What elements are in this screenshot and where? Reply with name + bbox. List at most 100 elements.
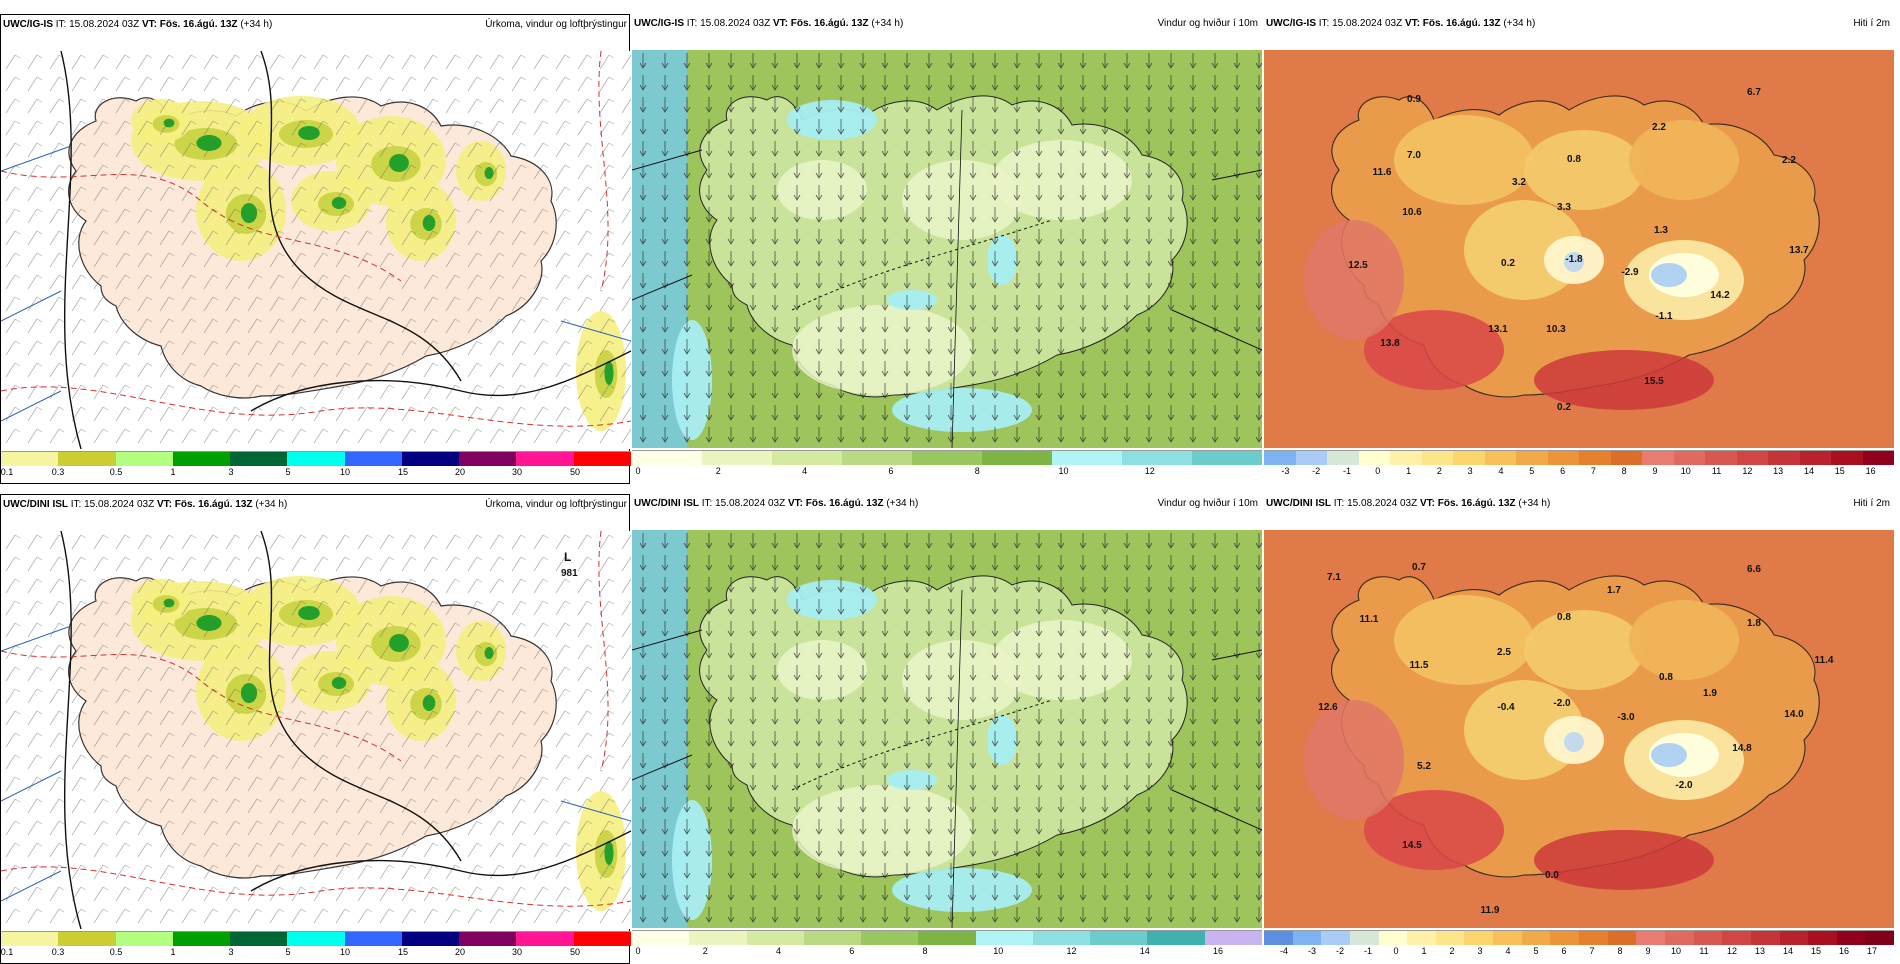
- colorbar-segment: [1862, 451, 1894, 465]
- colorbar-segment: [1831, 451, 1863, 465]
- lead-time: (+34 h): [883, 498, 919, 509]
- colorbar-segment: [1607, 931, 1637, 945]
- colorbar-segment: [1736, 451, 1768, 465]
- colorbar-tick-label: 1: [1421, 946, 1427, 956]
- temperature-value: 7.1: [1327, 572, 1341, 583]
- init-time: IT: 15.08.2024 03Z: [684, 18, 773, 29]
- colorbar-tick-label: 0.3: [51, 467, 65, 477]
- temperature-value: 0.2: [1501, 258, 1515, 269]
- colorbar-tick-label: 5: [1529, 466, 1535, 476]
- colorbar-segment: [772, 451, 842, 465]
- colorbar-tick-label: 10: [1058, 466, 1069, 476]
- colorbar-segment: [230, 932, 288, 946]
- precip-panel-top: UWC/IG-IS IT: 15.08.2024 03Z VT: Fös. 16…: [0, 14, 631, 484]
- map-temp: 0.9 6.7 7.0 2.2 0.8 2.2 11.6 3.2 10.6 3.3 1.3 13.7 1…: [1264, 50, 1894, 448]
- colorbar-segment: [287, 452, 345, 466]
- colorbar-tick-label: 10: [339, 947, 351, 957]
- colorbar-segment: [1521, 931, 1551, 945]
- valid-time: VT: Fös. 16.ágú. 13Z: [1404, 18, 1501, 29]
- colorbar-segment: [1664, 931, 1694, 945]
- temp-panel-bottom: UWC/DINI ISL IT: 15.08.2024 03Z VT: Fös.…: [1264, 494, 1895, 964]
- colorbar-segment: [1407, 931, 1436, 945]
- model-name: UWC/IG-IS: [1266, 18, 1316, 29]
- colorbar-segment: [516, 932, 574, 946]
- colorbar-segment: [975, 931, 1033, 945]
- colorbar: [1, 931, 631, 946]
- colorbar-tick-label: 5: [285, 467, 291, 477]
- colorbar-tick-label: 8: [1621, 466, 1627, 476]
- map-wind: [632, 530, 1262, 928]
- colorbar: [1, 451, 631, 466]
- panel-title: Hiti í 2m: [1853, 498, 1890, 509]
- colorbar-segment: [1264, 451, 1296, 465]
- colorbar-tick-label: 15: [397, 467, 409, 477]
- temperature-value: 13.8: [1380, 338, 1400, 349]
- colorbar-tick-label: 0: [635, 946, 641, 956]
- colorbar-tick-label: 13: [1754, 946, 1766, 956]
- low-pressure-marker: L: [564, 550, 571, 564]
- colorbar-segment: [1493, 931, 1522, 945]
- colorbar-tick-label: 10: [1680, 466, 1691, 476]
- temperature-labels: 0.9 6.7 7.0 2.2 0.8 2.2 11.6 3.2 10.6 3.3 1.3 13.7 1…: [1348, 87, 1809, 413]
- colorbar-tick-label: 0: [1393, 946, 1399, 956]
- temperature-value: 2.2: [1782, 155, 1796, 166]
- temperature-value: 15.5: [1644, 376, 1664, 387]
- colorbar-segment: [344, 452, 402, 466]
- colorbar-tick-label: -4: [1279, 946, 1289, 956]
- map-temp: 7.1 0.7 6.6 1.7 11.1 0.8 1.8 2.5 11.5 0.8 11.4 12.6…: [1264, 530, 1894, 928]
- model-name: UWC/IG-IS: [3, 19, 53, 30]
- colorbar-tick-label: -2: [1335, 946, 1345, 956]
- colorbar-tick-label: 30: [511, 467, 523, 477]
- colorbar-tick-label: 20: [454, 467, 466, 477]
- colorbar-tick-label: 3: [228, 947, 234, 957]
- colorbar-segment: [1750, 931, 1780, 945]
- colorbar-tick-label: 50: [569, 467, 581, 477]
- colorbar-tick-label: 6: [1561, 946, 1567, 956]
- temperature-value: 14.2: [1710, 290, 1730, 301]
- colorbar-tick-label: 10: [339, 467, 351, 477]
- temperature-value: 11.6: [1373, 167, 1392, 178]
- colorbar-tick-label: 5: [1533, 946, 1539, 956]
- colorbar-ticks: 0.1 0.3 0.5 1 3 5 10 15 20 30 50: [1, 467, 631, 479]
- colorbar-segment: [861, 931, 919, 945]
- colorbar-segment: [1579, 451, 1611, 465]
- colorbar-tick-label: 7: [1589, 946, 1595, 956]
- panel-title: Vindur og hviður í 10m: [1157, 18, 1258, 29]
- colorbar-tick-label: 4: [775, 946, 782, 956]
- colorbar-tick-label: 2: [1436, 466, 1442, 476]
- colorbar-tick-label: 6: [888, 466, 894, 476]
- colorbar-tick-label: -2: [1312, 466, 1321, 476]
- colorbar-segment: [1421, 451, 1453, 465]
- colorbar-tick-label: 30: [511, 947, 523, 957]
- colorbar-segment: [1052, 451, 1122, 465]
- temperature-contours: [1, 51, 631, 427]
- colorbar-segment: [401, 932, 460, 946]
- colorbar-tick-label: 3: [1477, 946, 1483, 956]
- colorbar-segment: [1349, 931, 1379, 945]
- colorbar-segment: [1579, 931, 1608, 945]
- valid-time: VT: Fös. 16.ágú. 13Z: [156, 499, 253, 510]
- colorbar-tick-label: 4: [1498, 466, 1504, 476]
- colorbar-segment: [689, 931, 747, 945]
- colorbar-segment: [58, 932, 116, 946]
- temperature-value: 0.8: [1567, 154, 1581, 165]
- colorbar-tick-label: 5: [285, 947, 291, 957]
- colorbar-segment: [1204, 931, 1262, 945]
- temperature-shading: [1304, 595, 1744, 890]
- colorbar-segment: [1390, 451, 1422, 465]
- temperature-value: 11.1: [1360, 614, 1379, 625]
- precip-panel-bottom: UWC/DINI ISL IT: 15.08.2024 03Z VT: Fös.…: [0, 494, 631, 964]
- colorbar-tick-label: 12: [1066, 946, 1077, 956]
- colorbar-segment: [632, 451, 702, 465]
- colorbar-segment: [1358, 451, 1390, 465]
- colorbar-tick-label: 8: [1617, 946, 1623, 956]
- colorbar-tick-label: 1: [170, 947, 176, 957]
- colorbar-segment: [1, 452, 59, 466]
- colorbar-segment: [1779, 931, 1809, 945]
- colorbar-tick-label: 0.5: [109, 947, 123, 957]
- temperature-value: 0.2: [1557, 402, 1571, 413]
- temperature-value: 14.8: [1732, 743, 1752, 754]
- colorbar-segment: [230, 452, 288, 466]
- temperature-value: 13.7: [1789, 245, 1809, 256]
- temperature-value: 7.0: [1407, 150, 1421, 161]
